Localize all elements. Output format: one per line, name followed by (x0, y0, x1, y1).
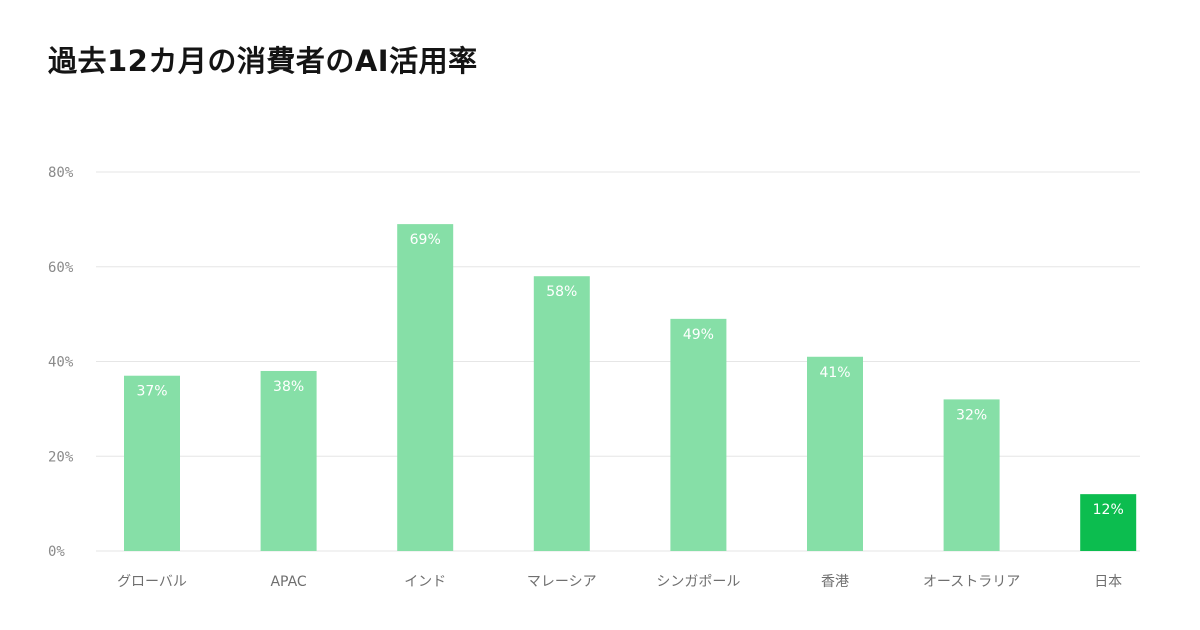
x-category-label: インド (404, 574, 446, 590)
x-category-label: 香港 (821, 574, 849, 590)
bar (124, 375, 180, 551)
y-tick-label: 0% (48, 544, 65, 560)
bar-value-label: 69% (410, 232, 441, 248)
bar-value-label: 41% (819, 365, 850, 381)
chart-title: 過去12カ月の消費者のAI活用率 (48, 44, 478, 78)
bar (1080, 494, 1137, 551)
bar-value-label: 12% (1093, 502, 1124, 518)
y-tick-label: 60% (48, 260, 74, 276)
x-axis-category-labels: グローバル APAC インド マレーシア シンガポール 香港 オーストラリア 日本 (117, 574, 1122, 590)
x-category-label: グローバル (117, 574, 187, 590)
bar-value-labels: 37% 38% 69% 58% 49% 41% 32% 12% (136, 232, 1123, 518)
y-tick-label: 20% (48, 449, 74, 465)
x-category-label: APAC (270, 574, 306, 590)
bar-value-label: 38% (273, 379, 304, 395)
bar (260, 370, 317, 551)
bar-value-label: 58% (546, 284, 577, 300)
y-tick-label: 40% (48, 355, 74, 371)
bar (397, 224, 454, 552)
x-category-label: マレーシア (527, 574, 597, 590)
bar-value-label: 49% (683, 327, 714, 343)
bar (670, 318, 727, 551)
y-tick-label: 80% (48, 165, 74, 181)
bar (943, 399, 1000, 551)
bar-value-label: 37% (136, 384, 167, 400)
x-category-label: 日本 (1094, 574, 1122, 590)
bars (124, 224, 1137, 552)
bar (807, 356, 863, 551)
bar-value-label: 32% (956, 407, 987, 423)
bar (533, 276, 590, 551)
x-category-label: シンガポール (656, 574, 740, 590)
y-axis-tick-labels: 0% 20% 40% 60% 80% (48, 165, 74, 560)
x-category-label: オーストラリア (923, 574, 1020, 590)
